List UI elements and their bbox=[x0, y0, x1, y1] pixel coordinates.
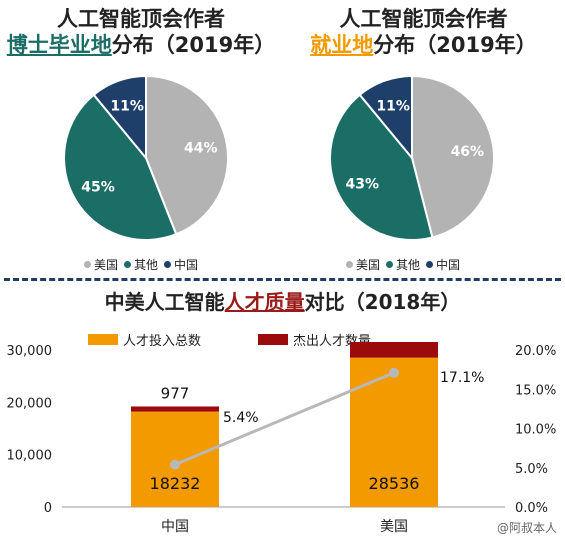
legend-dot-china bbox=[164, 261, 172, 268]
left-pie-slice-2 bbox=[92, 74, 147, 161]
legend-item-china-2: 中国 bbox=[426, 256, 460, 273]
legend-label-usa-2: 美国 bbox=[356, 258, 381, 272]
right-pie-title-rest: 分布（2019年） bbox=[373, 33, 537, 57]
bar-total-label-1: 28536 bbox=[369, 474, 420, 493]
legend-swatch-elite bbox=[258, 334, 288, 345]
legend-label-usa: 美国 bbox=[94, 258, 119, 272]
y2-tick-label: 0.0% bbox=[515, 501, 548, 516]
right-pie-title-line2: 就业地分布（2019年） bbox=[282, 32, 565, 58]
left-pie-slice-label-1: 45% bbox=[81, 179, 115, 195]
legend-swatch-total bbox=[88, 334, 118, 345]
right-pie-slice-label-2: 11% bbox=[376, 99, 410, 115]
left-pie-slice-1 bbox=[63, 93, 178, 241]
legend-dot-usa-2 bbox=[346, 261, 353, 268]
left-pie-chart: 44% 45% 11% bbox=[63, 74, 229, 241]
bar-total-0 bbox=[131, 411, 219, 507]
right-pie-slice-label-0: 46% bbox=[451, 144, 485, 160]
legend-label-china-2: 中国 bbox=[436, 258, 461, 272]
bar-line-chart: 0 10,000 20,000 30,000 0.0% 5.0% 10.0% 15.0% 20.… bbox=[7, 342, 556, 535]
left-pie-title-line1: 人工智能顶会作者 bbox=[57, 7, 225, 31]
bar-chart-title: 中美人工智能人才质量对比（2018年） bbox=[0, 289, 565, 315]
legend-label-china: 中国 bbox=[174, 258, 199, 272]
y2-tick-label: 20.0% bbox=[515, 344, 556, 359]
bar-elite-0 bbox=[131, 406, 219, 412]
ratio-label-1: 17.1% bbox=[440, 370, 484, 386]
left-pie-title: 人工智能顶会作者 博士毕业地分布（2019年） bbox=[0, 6, 282, 58]
y2-tick-label: 10.0% bbox=[515, 423, 556, 438]
y-tick-label: 20,000 bbox=[7, 396, 53, 411]
y2-tick-label: 15.0% bbox=[515, 383, 556, 398]
left-pie-slice-label-2: 11% bbox=[110, 99, 144, 115]
right-pie-slice-2 bbox=[358, 74, 413, 161]
legend-item-usa-2: 美国 bbox=[346, 256, 380, 273]
legend-label-other-2: 其他 bbox=[396, 258, 421, 272]
left-pie-title-line2: 博士毕业地分布（2019年） bbox=[0, 32, 282, 58]
bar-legend-total: 人才投入总数 bbox=[88, 330, 201, 349]
legend-item-other-2: 其他 bbox=[386, 256, 420, 273]
left-pie-title-highlight: 博士毕业地 bbox=[6, 33, 112, 57]
bar-elite-label-0: 977 bbox=[161, 384, 190, 402]
bar-elite-1 bbox=[350, 342, 438, 358]
section-divider bbox=[4, 278, 561, 281]
legend-label-other: 其他 bbox=[134, 258, 159, 272]
legend-item-other: 其他 bbox=[124, 256, 158, 273]
y-tick-label: 0 bbox=[44, 501, 52, 516]
bar-chart-title-highlight: 人才质量 bbox=[224, 290, 305, 314]
y-tick-label: 10,000 bbox=[7, 449, 53, 464]
watermark-text: @阿叔本人 bbox=[496, 521, 557, 535]
legend-dot-other bbox=[124, 261, 132, 268]
y-tick-label: 30,000 bbox=[7, 344, 53, 359]
bar-chart-title-pre: 中美人工智能 bbox=[104, 290, 225, 314]
right-pie-chart: 46% 43% 11% bbox=[329, 74, 495, 241]
ratio-point-0 bbox=[170, 459, 180, 470]
left-pie-slice-0 bbox=[145, 74, 229, 236]
left-pie-slice-label-0: 44% bbox=[184, 141, 218, 157]
right-pie-title-line1: 人工智能顶会作者 bbox=[339, 7, 508, 31]
left-pie-legend: 美国 其他 中国 bbox=[84, 256, 198, 273]
legend-item-china: 中国 bbox=[164, 256, 198, 273]
left-pie-title-rest: 分布（2019年） bbox=[111, 33, 276, 57]
legend-label-total: 人才投入总数 bbox=[123, 334, 202, 349]
x-tick-label-0: 中国 bbox=[161, 519, 189, 535]
right-pie-slice-1 bbox=[329, 93, 434, 241]
right-pie-slice-label-1: 43% bbox=[346, 176, 380, 192]
legend-dot-usa bbox=[84, 261, 91, 268]
legend-dot-other-2 bbox=[386, 261, 394, 268]
right-pie-title: 人工智能顶会作者 就业地分布（2019年） bbox=[282, 6, 565, 58]
x-tick-label-1: 美国 bbox=[380, 519, 408, 535]
legend-item-usa: 美国 bbox=[84, 256, 118, 273]
right-pie-slice-0 bbox=[411, 74, 495, 239]
legend-dot-china-2 bbox=[426, 261, 434, 268]
ratio-line bbox=[174, 371, 395, 466]
bar-chart-title-post: 对比（2018年） bbox=[304, 290, 461, 314]
bar-total-label-0: 18232 bbox=[150, 474, 201, 493]
right-pie-legend: 美国 其他 中国 bbox=[346, 256, 460, 273]
ratio-point-1 bbox=[389, 367, 399, 378]
bar-total-1 bbox=[350, 357, 438, 507]
right-pie-title-highlight: 就业地 bbox=[310, 33, 374, 57]
y2-tick-label: 5.0% bbox=[515, 462, 548, 477]
ratio-label-0: 5.4% bbox=[223, 410, 259, 426]
